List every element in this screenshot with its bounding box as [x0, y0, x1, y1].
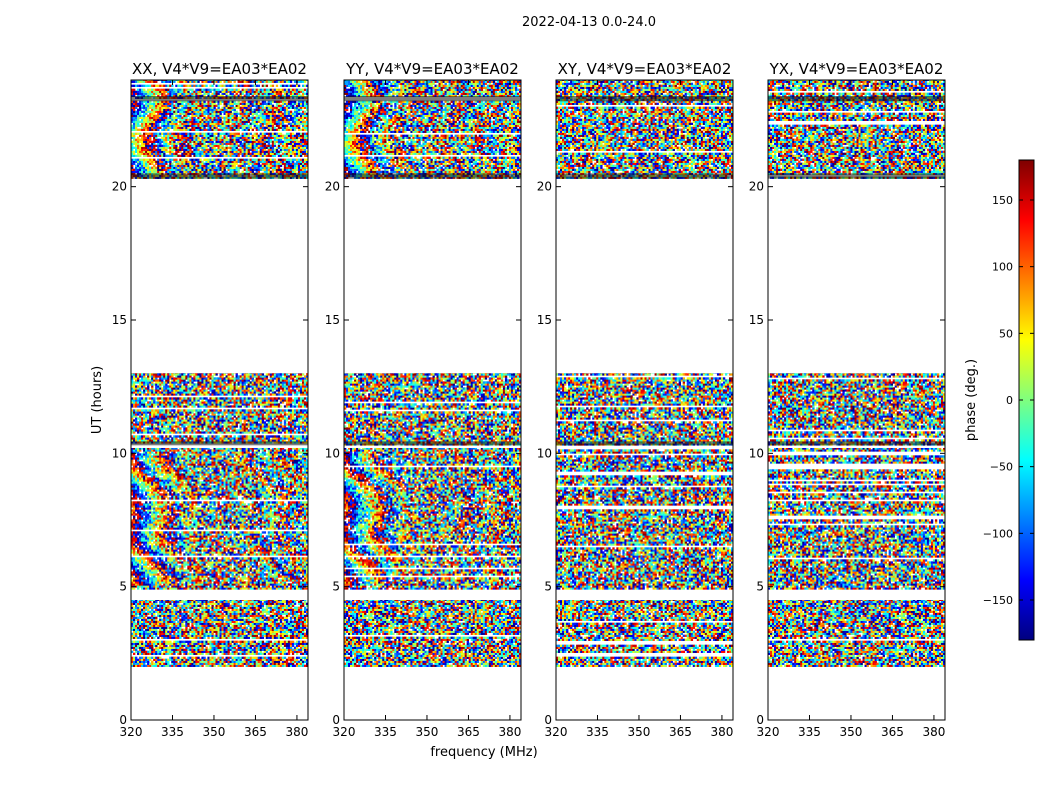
x-tick-label: 350 [628, 725, 651, 739]
x-tick-label: 350 [416, 725, 439, 739]
x-tick-label: 350 [203, 725, 226, 739]
y-tick-label: 5 [119, 580, 127, 594]
y-tick-label: 10 [325, 446, 340, 460]
flag-edge-row [556, 173, 733, 178]
flag-edge-row [344, 173, 521, 178]
x-tick-label: 320 [120, 725, 143, 739]
y-tick-label: 15 [112, 313, 127, 327]
x-tick-label: 320 [333, 725, 356, 739]
x-tick-label: 380 [922, 725, 945, 739]
colorbar-tick-label: 100 [992, 261, 1013, 274]
phase-heatmap [344, 80, 521, 667]
flag-edge-row [556, 96, 733, 101]
panel-title: YX, V4*V9=EA03*EA02 [769, 60, 944, 78]
colorbar-tick-label: −50 [990, 461, 1013, 474]
x-tick-label: 380 [285, 725, 308, 739]
flag-edge-row [131, 441, 308, 445]
y-tick-label: 15 [749, 313, 764, 327]
y-tick-label: 15 [537, 313, 552, 327]
panel-title: XX, V4*V9=EA03*EA02 [132, 60, 307, 78]
x-tick-label: 380 [498, 725, 521, 739]
panel-2: YY, V4*V9=EA03*EA02 320 335 350 365 380 0 5 10 15… [325, 60, 522, 739]
colorbar-tick-label: 0 [1006, 394, 1013, 407]
panel-3: XY, V4*V9=EA03*EA02 320 335 350 365 380 0 5 10 15… [537, 60, 734, 739]
colorbar-tick-label: −150 [983, 594, 1013, 607]
panel-title: XY, V4*V9=EA03*EA02 [558, 60, 732, 78]
y-tick-label: 10 [537, 446, 552, 460]
flag-edge-row [344, 441, 521, 445]
flag-edge-row [131, 96, 308, 101]
figure-title: 2022-04-13 0.0-24.0 [522, 15, 656, 30]
colorbar-tick-label: −100 [983, 527, 1013, 540]
y-axis-label: UT (hours) [90, 366, 105, 434]
x-tick-label: 365 [669, 725, 692, 739]
x-tick-label: 365 [244, 725, 267, 739]
panels: XX, V4*V9=EA03*EA02 320 335 350 365 380 0 5 10 15… [112, 60, 946, 739]
panel-title: YY, V4*V9=EA03*EA02 [345, 60, 519, 78]
y-tick-label: 20 [112, 180, 127, 194]
x-tick-label: 335 [586, 725, 609, 739]
flag-edge-row [768, 96, 945, 101]
x-tick-label: 365 [881, 725, 904, 739]
x-axis-label: frequency (MHz) [430, 745, 537, 760]
flag-edge-row [768, 441, 945, 445]
y-tick-label: 0 [756, 713, 764, 727]
y-tick-label: 0 [544, 713, 552, 727]
x-tick-label: 335 [798, 725, 821, 739]
y-tick-label: 5 [544, 580, 552, 594]
y-tick-label: 20 [749, 180, 764, 194]
y-tick-label: 10 [112, 446, 127, 460]
colorbar-tick-label: 150 [992, 194, 1013, 207]
x-tick-label: 365 [457, 725, 480, 739]
y-tick-label: 20 [537, 180, 552, 194]
flag-edge-row [131, 173, 308, 178]
y-tick-label: 5 [756, 580, 764, 594]
y-tick-label: 20 [325, 180, 340, 194]
panel-1: XX, V4*V9=EA03*EA02 320 335 350 365 380 0 5 10 15… [112, 60, 309, 739]
colorbar-tick-label: 50 [999, 327, 1013, 340]
colorbar: 150 100 50 0 −50 −100 −150 phase (deg.) [964, 160, 1034, 640]
phase-heatmap [768, 80, 945, 667]
y-tick-label: 5 [332, 580, 340, 594]
y-tick-label: 0 [119, 713, 127, 727]
x-tick-label: 320 [757, 725, 780, 739]
phase-heatmap [556, 80, 733, 667]
x-tick-label: 335 [161, 725, 184, 739]
x-tick-label: 350 [840, 725, 863, 739]
x-tick-label: 335 [374, 725, 397, 739]
panel-4: YX, V4*V9=EA03*EA02 320 335 350 365 380 0 5 10 15… [749, 60, 946, 739]
x-tick-label: 380 [710, 725, 733, 739]
colorbar-label: phase (deg.) [964, 359, 979, 441]
flag-edge-row [344, 96, 521, 101]
flag-edge-row [556, 441, 733, 445]
flag-edge-row [768, 173, 945, 178]
y-tick-label: 15 [325, 313, 340, 327]
y-tick-label: 0 [332, 713, 340, 727]
figure: 2022-04-13 0.0-24.0 XX, V4*V9=EA03*EA02 3… [0, 0, 1050, 800]
y-tick-label: 10 [749, 446, 764, 460]
x-tick-label: 320 [545, 725, 568, 739]
